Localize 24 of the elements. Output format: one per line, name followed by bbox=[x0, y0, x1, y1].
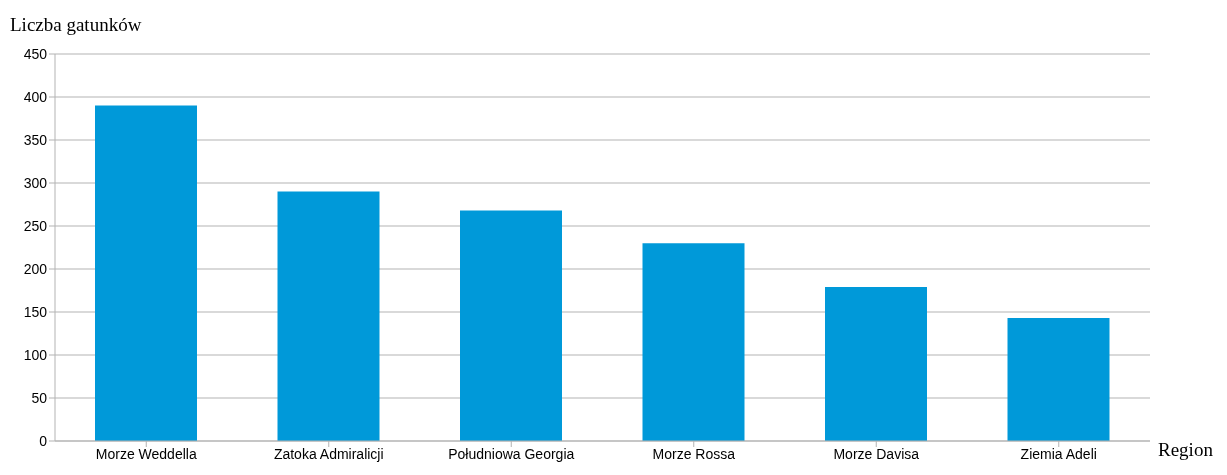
y-tick-label: 50 bbox=[31, 389, 48, 406]
y-tick-label: 300 bbox=[23, 174, 48, 191]
y-tick-label: 400 bbox=[23, 88, 48, 105]
y-tick-label: 450 bbox=[23, 45, 48, 62]
bar bbox=[277, 191, 380, 441]
bar bbox=[825, 287, 927, 441]
bar bbox=[642, 243, 745, 441]
x-tick-label: Południowa Georgia bbox=[448, 445, 575, 462]
y-tick-label: 250 bbox=[23, 217, 48, 234]
y-tick-label: 350 bbox=[23, 131, 48, 148]
y-tick-label: 150 bbox=[23, 303, 48, 320]
x-tick-label: Zatoka Admiralicji bbox=[273, 445, 384, 462]
x-tick-label: Morze Rossa bbox=[652, 445, 736, 462]
x-axis-title: Region bbox=[1158, 439, 1213, 461]
y-tick-label: 0 bbox=[39, 432, 48, 449]
x-tick-label: Morze Davisa bbox=[833, 445, 920, 462]
bar bbox=[95, 105, 197, 441]
x-tick-label: Ziemia Adeli bbox=[1020, 445, 1097, 462]
y-axis-title: Liczba gatunków bbox=[10, 14, 142, 36]
y-tick-label: 200 bbox=[23, 260, 48, 277]
y-tick-label: 100 bbox=[23, 346, 48, 363]
bar bbox=[460, 210, 562, 441]
x-tick-label: Morze Weddella bbox=[95, 445, 197, 462]
bar bbox=[1007, 318, 1110, 441]
